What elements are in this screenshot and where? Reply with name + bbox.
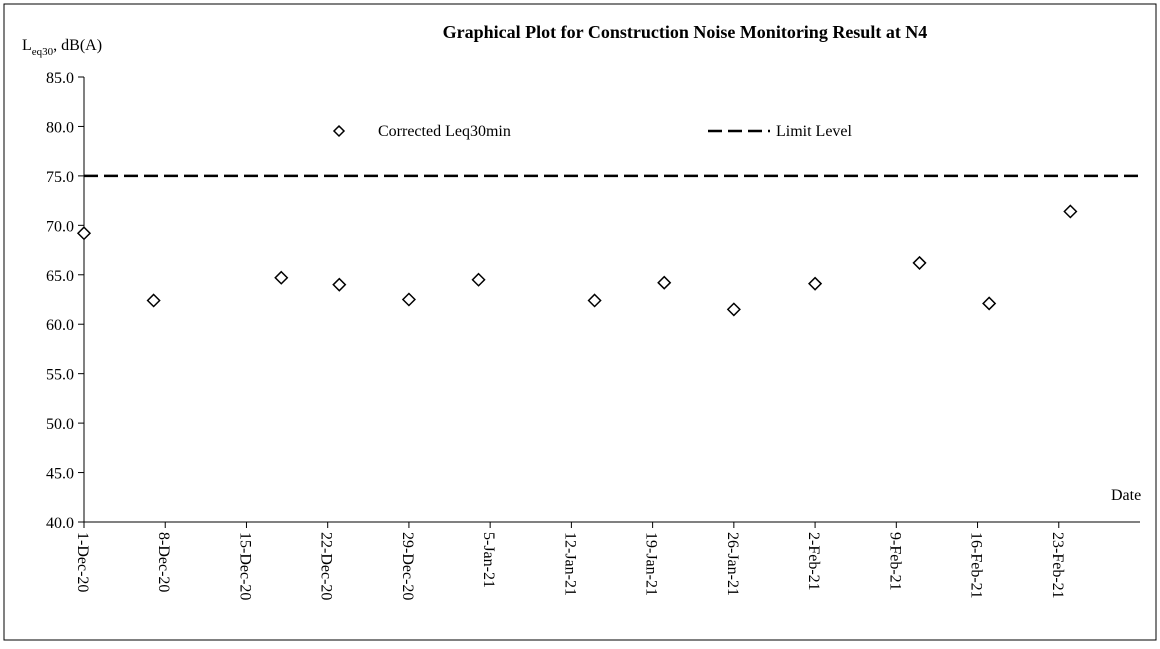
data-point xyxy=(808,276,823,291)
y-label-sub: eq30 xyxy=(32,46,54,58)
y-tick-label: 50.0 xyxy=(46,416,74,433)
x-tick-label: 12-Jan-21 xyxy=(561,532,578,596)
data-point xyxy=(657,275,672,290)
x-tick-label: 1-Dec-20 xyxy=(74,532,91,592)
x-tick-label: 16-Feb-21 xyxy=(968,532,985,599)
data-point xyxy=(76,226,92,241)
data-point xyxy=(912,255,927,270)
data-point xyxy=(1063,204,1078,219)
y-tick-label: 85.0 xyxy=(46,70,74,87)
data-point xyxy=(401,292,416,307)
legend-marker xyxy=(332,124,346,138)
y-tick-label: 70.0 xyxy=(46,218,74,235)
x-tick-label: 5-Jan-21 xyxy=(480,532,497,588)
y-tick-label: 40.0 xyxy=(46,515,74,532)
y-tick-label: 75.0 xyxy=(46,169,74,186)
chart-title: Graphical Plot for Construction Noise Mo… xyxy=(443,22,928,42)
x-tick-label: 8-Dec-20 xyxy=(155,532,172,592)
data-point xyxy=(274,270,289,285)
y-tick-label: 55.0 xyxy=(46,367,74,384)
data-point xyxy=(332,277,347,292)
y-tick-label: 45.0 xyxy=(46,466,74,483)
y-label-rest: , dB(A) xyxy=(53,37,102,54)
x-tick-label: 29-Dec-20 xyxy=(399,532,416,600)
x-tick-label: 26-Jan-21 xyxy=(724,532,741,596)
data-point xyxy=(471,272,486,287)
data-point xyxy=(726,302,741,317)
data-point xyxy=(146,293,161,308)
y-tick-label: 60.0 xyxy=(46,317,74,334)
legend-label: Limit Level xyxy=(776,123,853,140)
x-tick-label: 19-Jan-21 xyxy=(643,532,660,596)
x-tick-label: 9-Feb-21 xyxy=(886,532,903,591)
x-tick-label: 22-Dec-20 xyxy=(318,532,335,600)
data-point xyxy=(982,296,997,311)
x-tick-label: 23-Feb-21 xyxy=(1049,532,1066,599)
y-label-main: L xyxy=(22,37,32,54)
x-tick-label: 15-Dec-20 xyxy=(236,532,253,600)
y-axis-label: Leq30, dB(A) xyxy=(22,37,102,58)
x-axis-label: Date xyxy=(1111,487,1141,504)
data-point xyxy=(587,293,602,308)
x-tick-label: 2-Feb-21 xyxy=(805,532,822,591)
chart-border xyxy=(3,3,1157,641)
legend-label: Corrected Leq30min xyxy=(378,123,511,140)
y-tick-label: 80.0 xyxy=(46,119,74,136)
y-tick-label: 65.0 xyxy=(46,268,74,285)
